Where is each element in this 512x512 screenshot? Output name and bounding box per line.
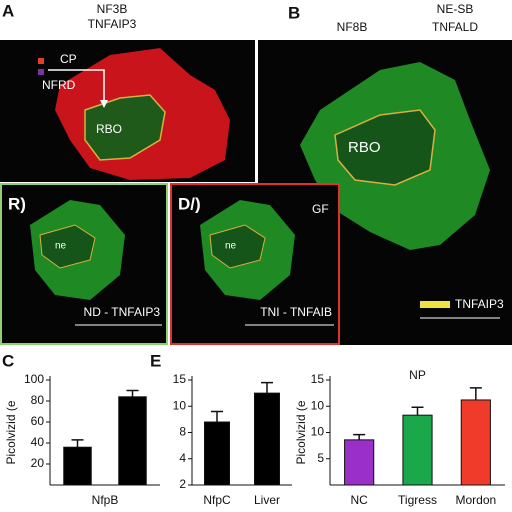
caption: ND - TNFAIP3	[84, 305, 161, 319]
header: TNFALD	[432, 20, 478, 34]
y-tick-label: 10	[311, 425, 325, 439]
region-label: RBO	[96, 122, 122, 136]
legend-swatch	[38, 69, 44, 75]
error-bar	[469, 387, 482, 400]
x-tick-label: NC	[350, 493, 368, 507]
region	[209, 224, 266, 269]
y-tick-label: 10	[173, 398, 187, 412]
legend-text: CP	[60, 52, 77, 66]
y-tick-label: 10	[311, 398, 325, 412]
y-tick-label: 15	[311, 372, 325, 386]
scale-bar	[420, 301, 450, 308]
legend-swatch	[38, 58, 44, 64]
region	[84, 94, 166, 161]
bar	[402, 414, 433, 486]
caption: TNI - TNFAIB	[260, 305, 332, 319]
panel-label: C	[2, 351, 14, 370]
bar	[63, 446, 92, 486]
y-tick-label: 20	[31, 456, 45, 470]
x-tick-label: Tigress	[398, 493, 437, 507]
y-tick-label: 80	[31, 393, 45, 407]
y-tick-label: 4	[179, 451, 186, 465]
annotation: GF	[312, 202, 329, 216]
header: NF3B	[97, 2, 128, 16]
panel-label: E	[150, 351, 161, 370]
y-tick-label: 2	[179, 477, 186, 491]
bar	[118, 396, 147, 486]
y-tick-label: 60	[31, 414, 45, 428]
x-tick-label: Liver	[254, 493, 280, 507]
y-axis-label: Picolvizid (e	[294, 400, 308, 464]
scale-label: TNFAIP3	[455, 297, 504, 311]
header: TNFAIP3	[88, 17, 137, 31]
panel-label: B	[288, 3, 300, 22]
error-bar	[126, 389, 139, 397]
header: NE-SB	[437, 2, 474, 16]
error-bar	[411, 406, 424, 416]
region	[334, 109, 436, 186]
header: NF8B	[337, 20, 368, 34]
region-label: ne	[225, 241, 237, 252]
x-tick-label: Mordon	[455, 493, 496, 507]
error-bar	[261, 381, 273, 394]
y-tick-label: 15	[173, 372, 187, 386]
y-axis-label: Picolvizid (e	[4, 400, 18, 464]
y-tick-label: 40	[31, 435, 45, 449]
chart-title: NP	[409, 368, 426, 382]
region-label: ne	[55, 241, 67, 252]
region-label: RBO	[348, 139, 381, 156]
arrow	[48, 69, 105, 102]
bar	[344, 439, 375, 486]
y-tick-label: 5	[317, 451, 324, 465]
region	[39, 224, 96, 269]
arrow-head	[100, 100, 108, 108]
x-tick-label: NfpC	[203, 493, 231, 507]
y-tick-label: 100	[24, 372, 44, 386]
error-bar	[353, 433, 366, 440]
y-tick-label: 8	[179, 425, 186, 439]
bar	[460, 399, 491, 486]
bar	[254, 392, 280, 486]
x-axis-label: NfpB	[92, 493, 119, 507]
panel-label: A	[2, 1, 14, 20]
panel-label: D/)	[178, 194, 201, 213]
panel-label: R)	[8, 194, 26, 213]
bar	[204, 421, 230, 486]
error-bar	[71, 439, 84, 448]
legend-text: NFRD	[42, 78, 76, 92]
error-bar	[211, 410, 223, 422]
